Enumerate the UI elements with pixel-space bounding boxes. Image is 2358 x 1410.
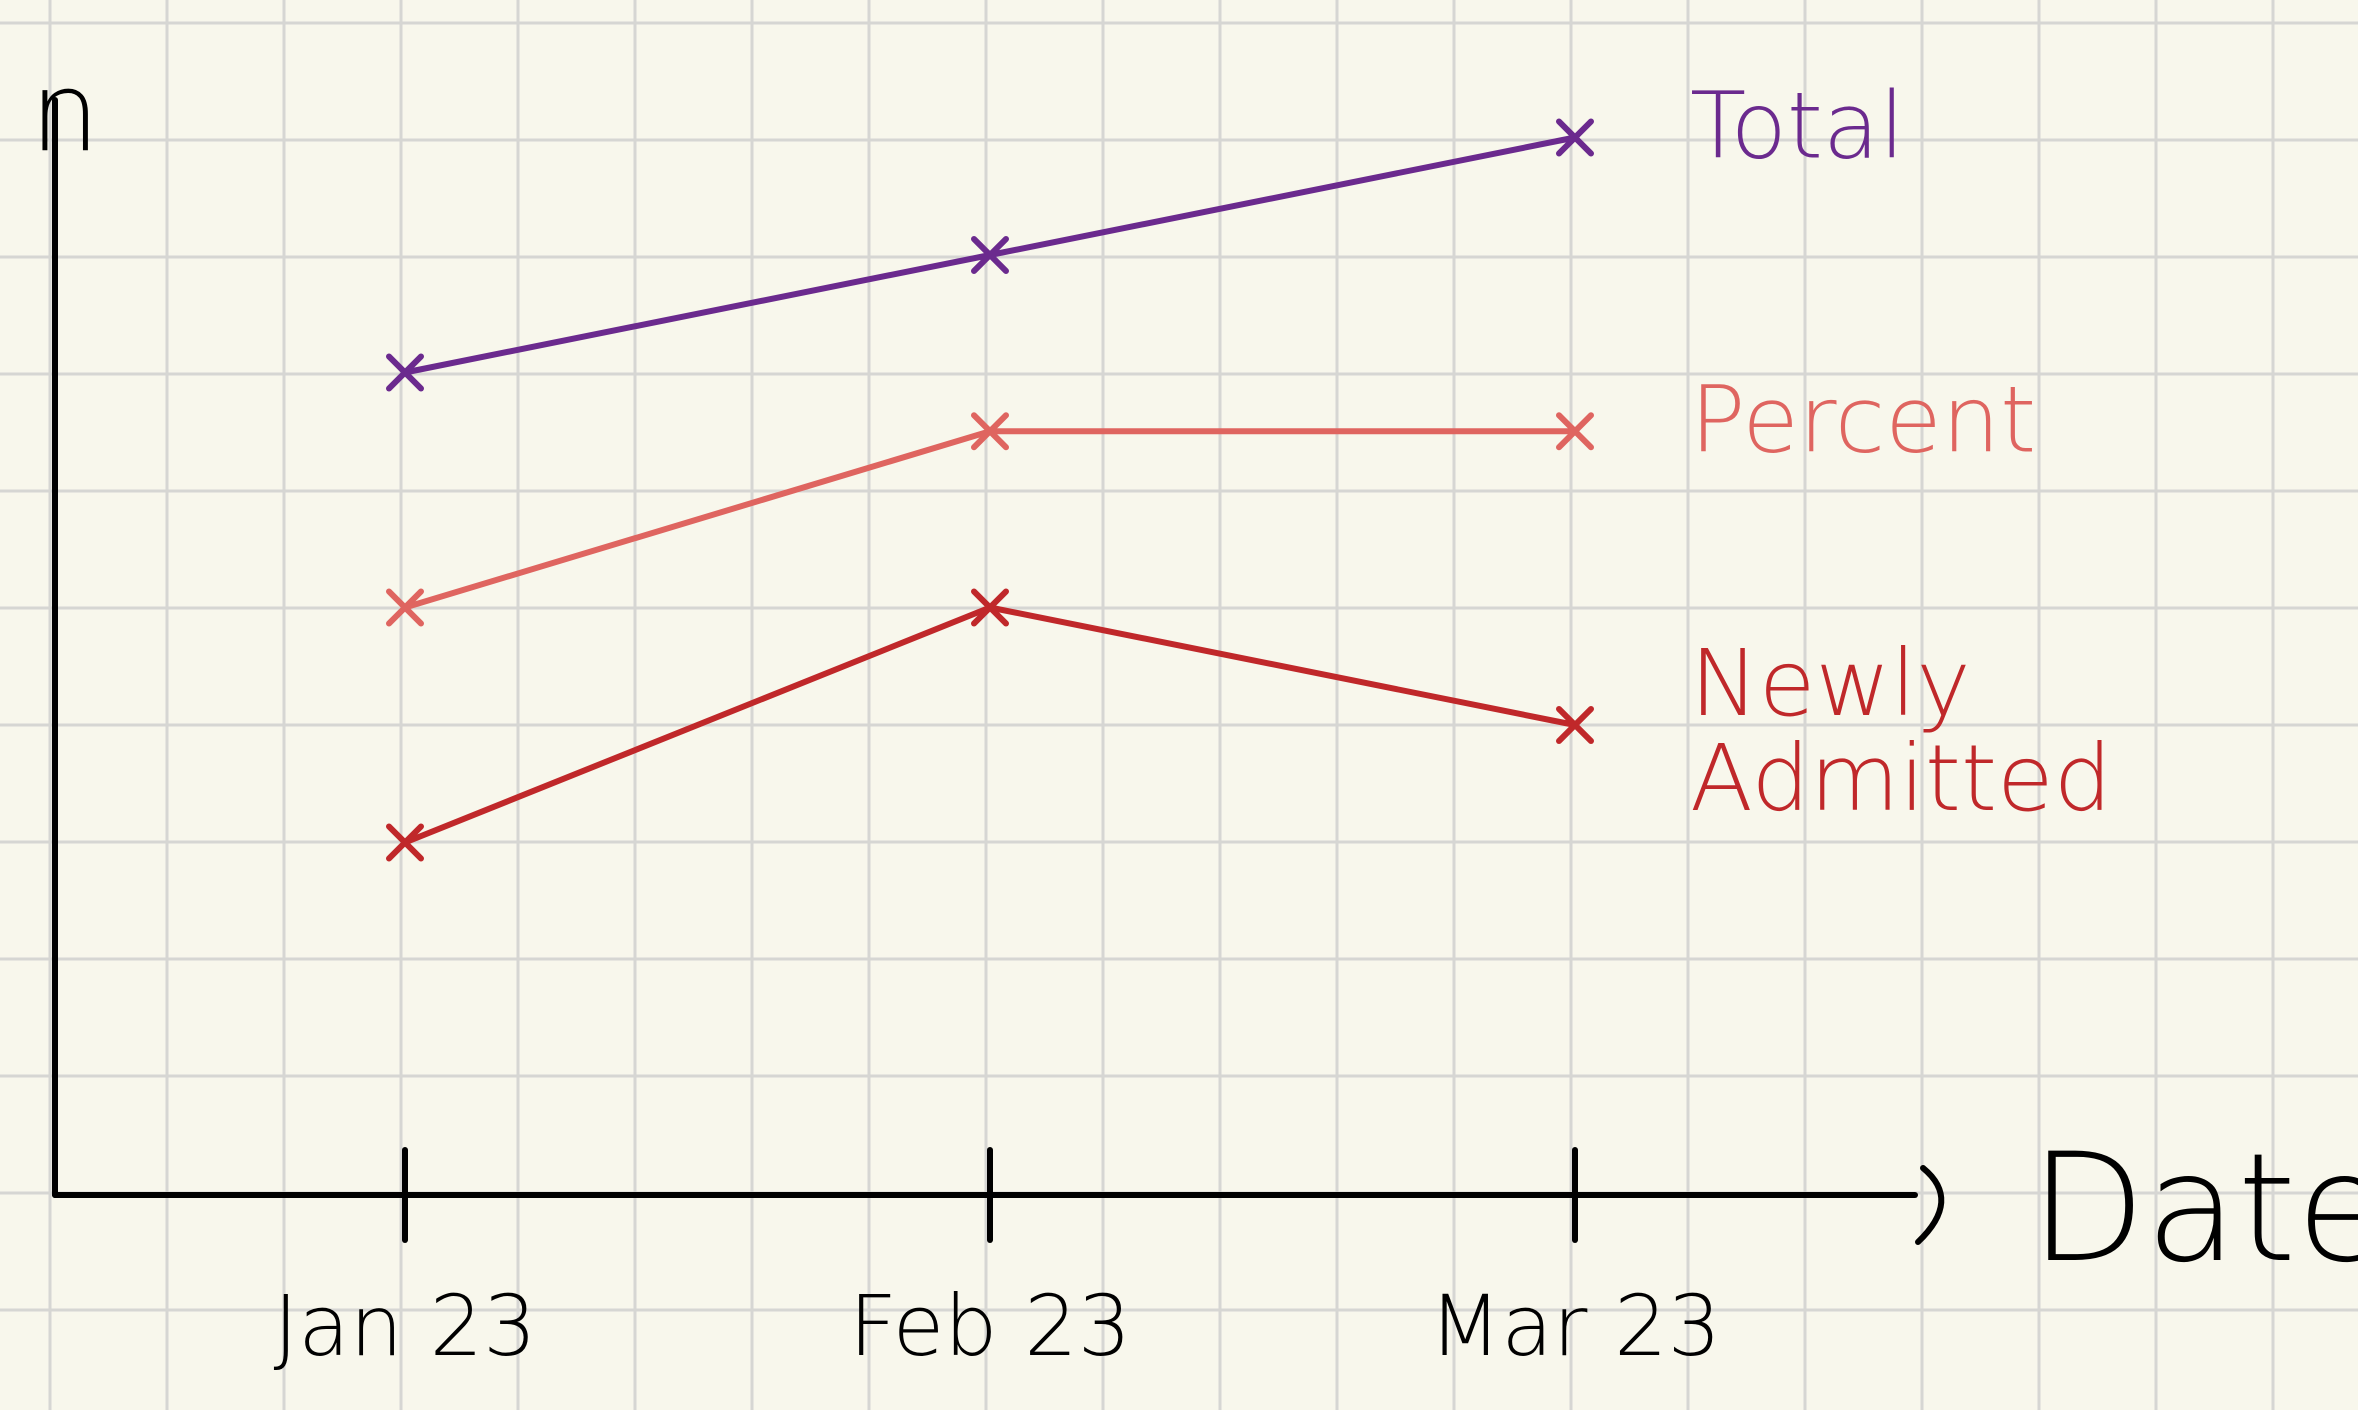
series-labels: Total Percent Newly Admitted xyxy=(1690,73,2112,833)
series-label-line: Total xyxy=(1690,73,1905,180)
data-point-marker xyxy=(386,823,424,862)
data-point-marker xyxy=(971,588,1009,627)
series-label-line: Percent xyxy=(1690,366,2036,473)
series-line xyxy=(402,428,1578,611)
series-label: Percent xyxy=(1690,366,2036,473)
x-ticks: Jan 23 Feb 23 Mar 23 xyxy=(273,1147,1721,1375)
data-point-marker xyxy=(1556,118,1594,157)
series-label-line: Newly xyxy=(1690,630,1971,737)
marker-stroke xyxy=(386,823,424,862)
marker-stroke xyxy=(1556,118,1594,157)
series-label: Newly Admitted xyxy=(1690,630,2112,832)
marker-stroke xyxy=(386,588,424,627)
marker-stroke xyxy=(971,412,1009,451)
marker-stroke xyxy=(386,353,424,392)
data-point-marker xyxy=(386,353,424,392)
data-point-marker xyxy=(386,588,424,627)
series-layer xyxy=(386,118,1594,862)
marker-stroke xyxy=(971,588,1009,627)
data-point-marker xyxy=(1556,412,1594,451)
marker-stroke xyxy=(1556,412,1594,451)
x-axis-arrow xyxy=(1915,1165,1945,1245)
series-label-line: Admitted xyxy=(1690,725,2112,832)
series-0 xyxy=(386,118,1594,392)
x-tick-label: Feb 23 xyxy=(849,1277,1131,1375)
series-label: Total xyxy=(1690,73,1905,180)
x-tick-label: Jan 23 xyxy=(273,1277,536,1375)
data-point-marker xyxy=(971,412,1009,451)
series-2 xyxy=(386,588,1594,862)
marker-stroke xyxy=(1556,706,1594,744)
marker-stroke xyxy=(971,236,1009,274)
x-axis-label: Date xyxy=(2030,1122,2358,1296)
series-1 xyxy=(386,412,1594,627)
y-axis-label: n xyxy=(30,48,100,176)
data-point-marker xyxy=(1556,706,1594,744)
data-point-marker xyxy=(971,236,1009,274)
x-tick-label: Mar 23 xyxy=(1429,1277,1721,1375)
